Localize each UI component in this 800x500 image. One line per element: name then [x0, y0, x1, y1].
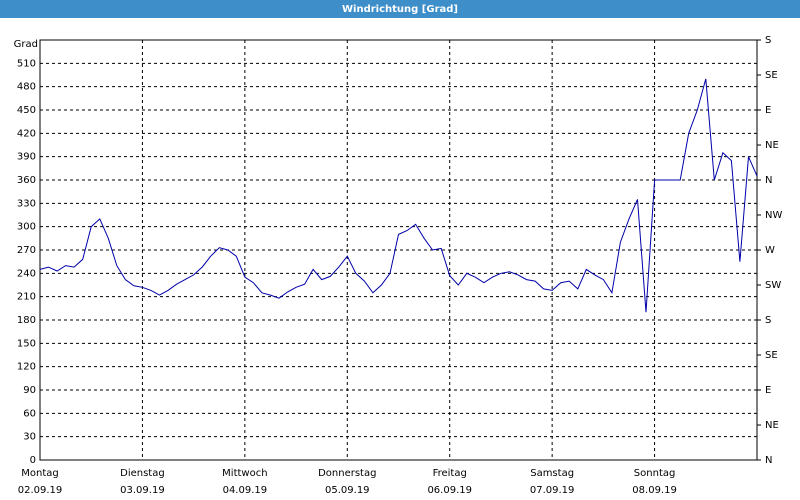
y-tick-label: 0 — [30, 455, 36, 466]
y-tick-label: 480 — [17, 82, 36, 93]
y-tick-label: 390 — [17, 152, 36, 163]
y-tick-label: 360 — [17, 175, 36, 186]
y2-tick-label: E — [765, 105, 771, 116]
x-tick-label: Donnerstag — [318, 468, 376, 479]
x-tick-date: 06.09.19 — [427, 485, 472, 496]
line-series — [39, 78, 758, 313]
y-tick-label: 120 — [17, 362, 36, 373]
y2-tick-label: NW — [765, 210, 782, 221]
chart-title: Windrichtung [Grad] — [342, 4, 458, 15]
x-tick-label: Freitag — [433, 468, 467, 479]
x-tick-label: Samstag — [530, 468, 574, 479]
y-tick-label: 60 — [23, 408, 36, 419]
y-tick-label: 450 — [17, 105, 36, 116]
y2-tick-label: W — [765, 245, 775, 256]
plot-frame — [39, 39, 758, 461]
y2-tick-label: S — [765, 35, 771, 46]
y2-tick-label: E — [765, 385, 771, 396]
x-tick-date: 03.09.19 — [120, 485, 165, 496]
y-axis-label: Grad — [14, 39, 38, 50]
y-tick-label: 240 — [17, 268, 36, 279]
y2-tick-label: NE — [765, 140, 779, 151]
x-tick-label: Sonntag — [634, 468, 676, 479]
y2-tick-label: SE — [765, 70, 778, 81]
y-tick-label: 180 — [17, 315, 36, 326]
x-tick-date: 08.09.19 — [632, 485, 677, 496]
x-tick-label: Dienstag — [120, 468, 165, 479]
y-tick-label: 420 — [17, 128, 36, 139]
x-tick-date: 04.09.19 — [223, 485, 268, 496]
y2-tick-label: N — [765, 455, 772, 466]
x-tick-label: Montag — [21, 468, 58, 479]
y-tick-label: 150 — [17, 338, 36, 349]
x-tick-date: 02.09.19 — [18, 485, 63, 496]
y-tick-label: 30 — [23, 432, 36, 443]
y-tick-label: 210 — [17, 292, 36, 303]
y2-tick-label: N — [765, 175, 772, 186]
y2-tick-label: SW — [765, 280, 781, 291]
y-tick-label: 300 — [17, 222, 36, 233]
y-tick-label: 270 — [17, 245, 36, 256]
x-tick-date: 05.09.19 — [325, 485, 370, 496]
y-tick-label: 90 — [23, 385, 36, 396]
y2-tick-label: NE — [765, 420, 779, 431]
x-tick-label: Mittwoch — [222, 468, 267, 479]
title-bar — [0, 0, 800, 18]
y-tick-label: 510 — [17, 58, 36, 69]
y-tick-label: 330 — [17, 198, 36, 209]
y2-tick-label: S — [765, 315, 771, 326]
y2-tick-label: SE — [765, 350, 778, 361]
x-tick-date: 07.09.19 — [530, 485, 575, 496]
